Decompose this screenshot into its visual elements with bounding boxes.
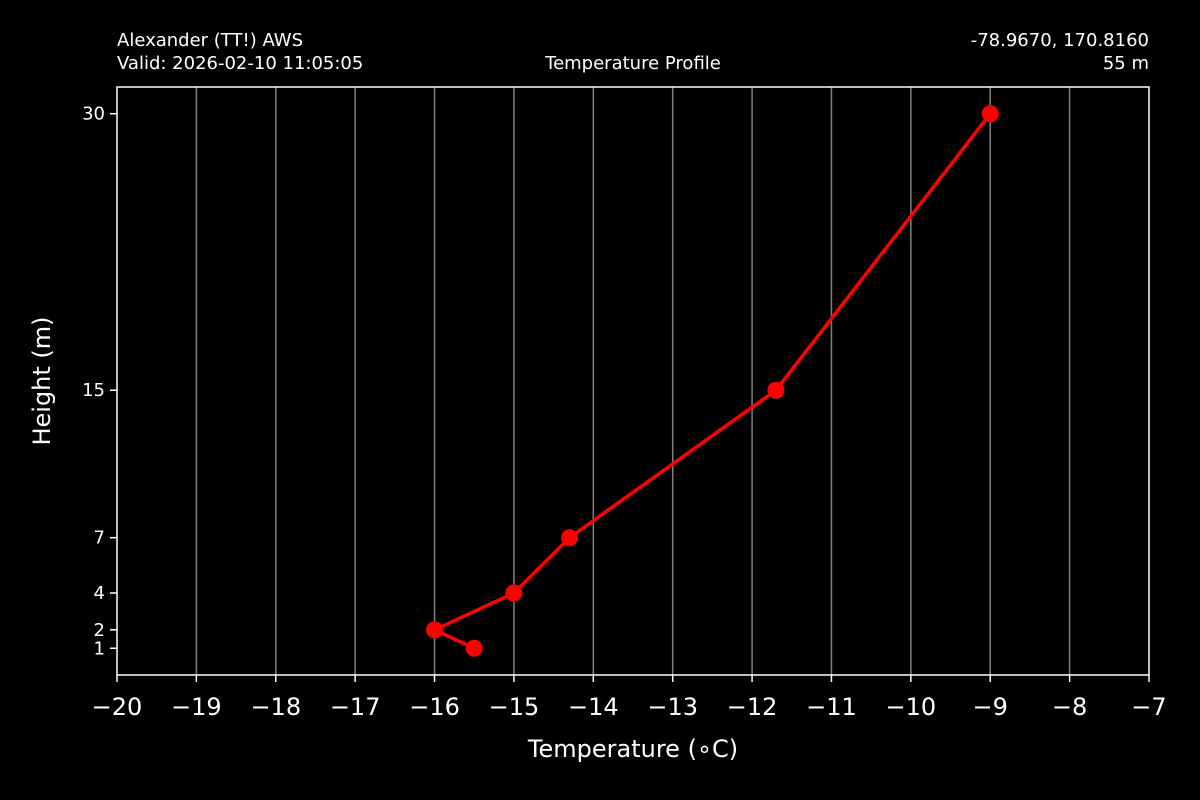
data-point: [505, 584, 523, 602]
data-point: [767, 381, 785, 399]
data-point: [981, 105, 999, 123]
x-tick-label: −16: [409, 693, 460, 721]
axes: −20 −19 −18 −17 −16 −15 −14 −13 −12 −11 −10 −9 −8 −7 1…: [82, 104, 1167, 721]
x-tick-label: −20: [92, 693, 143, 721]
x-tick-label: −7: [1131, 693, 1166, 721]
series-line: [430, 112, 992, 650]
y-tick-label: 7: [94, 528, 105, 549]
x-tick-label: −14: [568, 693, 619, 721]
x-tick-label: −9: [973, 693, 1008, 721]
x-tick-label: −18: [250, 693, 301, 721]
station-name: Alexander (TT!) AWS: [117, 30, 303, 51]
chart-title: Temperature Profile: [544, 53, 721, 74]
grid-lines: [195, 87, 1071, 675]
x-tick-label: −10: [886, 693, 937, 721]
data-point: [426, 621, 444, 639]
x-tick-label: −19: [171, 693, 222, 721]
x-tick-label: −13: [647, 693, 698, 721]
coordinates: -78.9670, 170.8160: [971, 30, 1149, 51]
x-tick-label: −15: [489, 693, 540, 721]
x-tick-label: −11: [806, 693, 857, 721]
y-tick-label: 15: [82, 380, 105, 401]
x-axis-label: Temperature (∘C): [527, 735, 738, 763]
plot-frame: [116, 86, 1150, 676]
elevation: 55 m: [1103, 53, 1149, 74]
series-layer: [426, 105, 999, 657]
valid-time: Valid: 2026-02-10 11:05:05: [117, 53, 363, 74]
y-tick-label: 1: [94, 638, 105, 659]
x-tick-label: −8: [1052, 693, 1087, 721]
y-tick-label: 2: [94, 620, 105, 641]
y-tick-label: 4: [94, 583, 105, 604]
x-tick-label: −17: [330, 693, 381, 721]
x-tick-label: −12: [727, 693, 778, 721]
data-point: [465, 639, 483, 657]
data-point: [560, 529, 578, 547]
y-tick-label: 30: [82, 104, 105, 125]
y-axis-label: Height (m): [28, 316, 56, 445]
